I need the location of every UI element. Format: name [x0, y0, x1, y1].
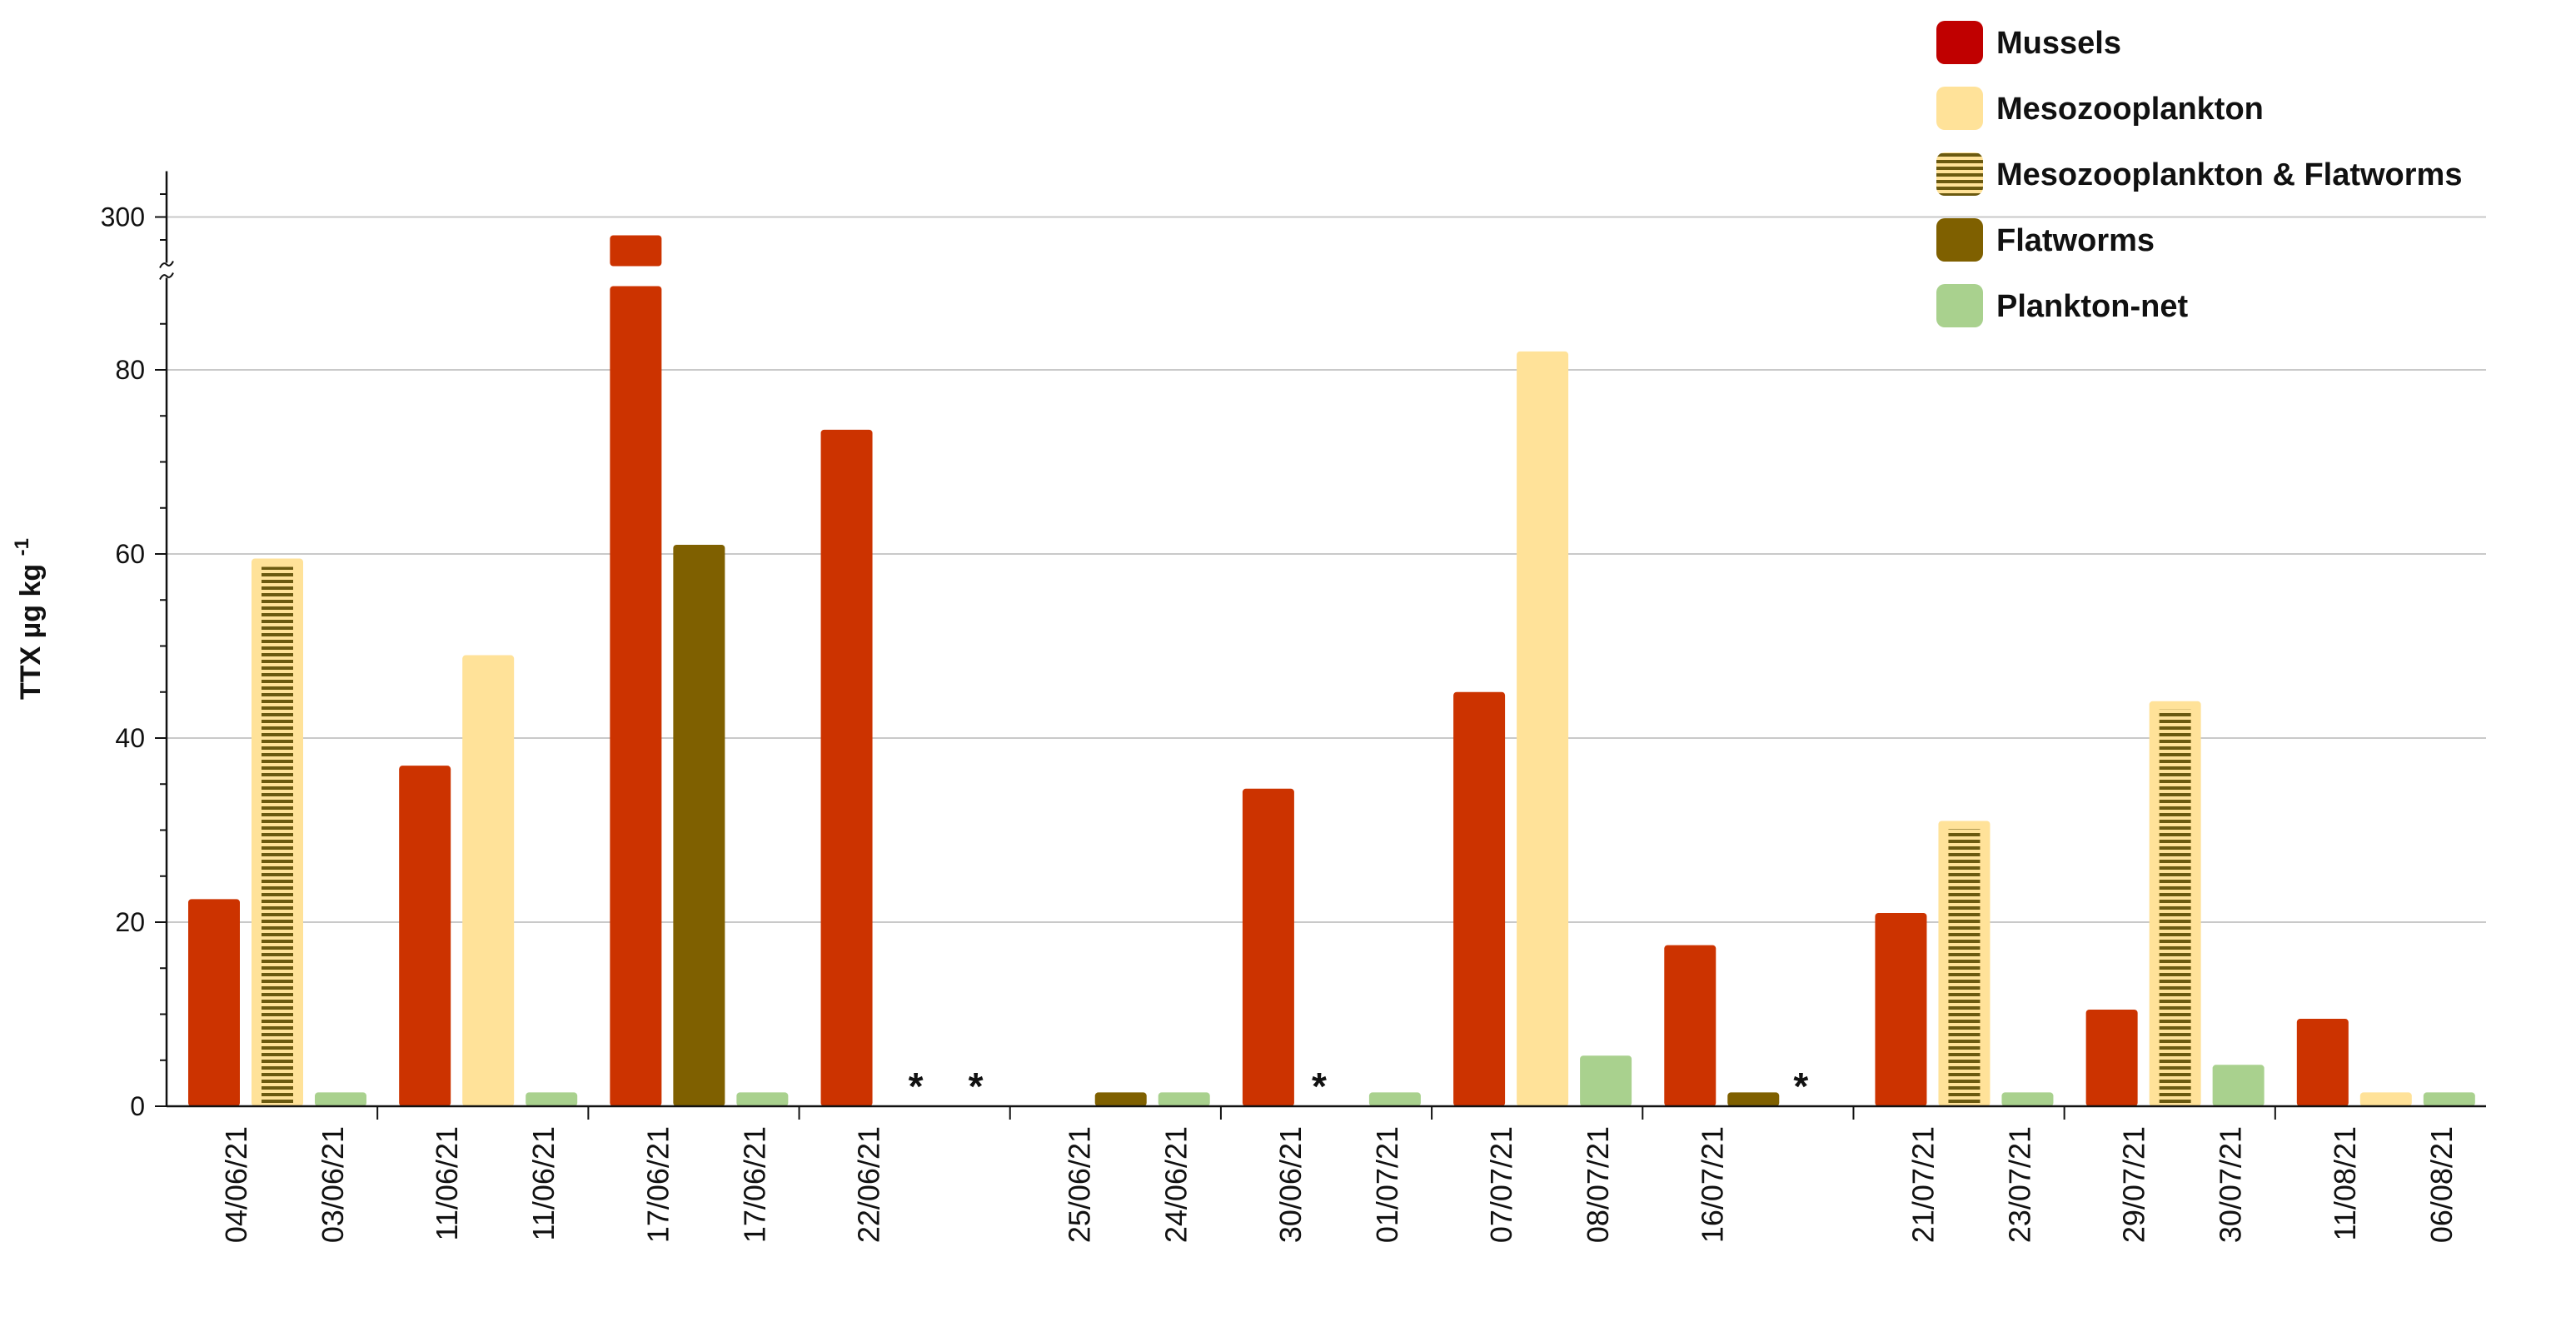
x-tick-label: 11/06/21: [430, 1126, 464, 1240]
y-axis-title-text: TTX µg kg: [15, 564, 47, 700]
x-tick-label: 21/07/21: [1906, 1126, 1940, 1243]
bar: [399, 766, 451, 1106]
axis-break-mark: [159, 272, 174, 280]
gridlines: [167, 216, 2486, 923]
missing-sample-asterisk: *: [1312, 1065, 1327, 1108]
legend-swatch: [1936, 152, 1983, 196]
bar-stripes: [2159, 709, 2191, 1106]
x-tick-label: 17/06/21: [737, 1126, 771, 1243]
x-tick-label: 24/06/21: [1159, 1126, 1193, 1243]
legend-swatch: [1936, 87, 1983, 130]
bar: [315, 1092, 366, 1106]
x-tick-label: 17/06/21: [640, 1126, 675, 1243]
bar: [2212, 1065, 2265, 1106]
legend-label: Mesozooplankton: [1996, 92, 2264, 127]
y-tick-label: 80: [115, 355, 145, 385]
axes: 0 20 40 60 80 300: [101, 171, 2486, 1121]
bar: [1580, 1055, 1632, 1106]
bar: [1727, 1092, 1780, 1106]
y-tick-label: 300: [101, 202, 145, 232]
x-tick-label: 03/06/21: [316, 1126, 350, 1243]
legend-label: Flatworms: [1996, 223, 2155, 258]
y-tick-label: 60: [115, 539, 145, 569]
x-tick-label: 23/07/21: [2002, 1126, 2036, 1243]
x-tick-label: 25/06/21: [1063, 1126, 1097, 1243]
bar: [610, 235, 662, 267]
x-tick-label: 04/06/21: [219, 1126, 253, 1243]
x-tick-label: 22/06/21: [852, 1126, 886, 1243]
bar: [2085, 1009, 2138, 1106]
bar: [1094, 1092, 1147, 1106]
bar: [2001, 1092, 2054, 1106]
y-axis-title: TTX µg kg -1: [11, 538, 47, 700]
x-tick-label: 30/06/21: [1273, 1126, 1308, 1243]
bar: [820, 429, 873, 1106]
missing-sample-asterisk: *: [909, 1065, 924, 1108]
y-tick-label: 20: [115, 907, 145, 937]
x-tick-labels: 04/06/21 03/06/21 11/06/21 11/06/21 17/06/21…: [219, 1126, 2459, 1243]
x-tick-label: 29/07/21: [2117, 1126, 2151, 1243]
bar: [610, 286, 662, 1106]
legend-label: Mussels: [1996, 26, 2121, 61]
x-tick-label: 06/08/21: [2424, 1126, 2459, 1243]
bar: [1664, 945, 1717, 1106]
x-tick-label: 01/07/21: [1370, 1126, 1404, 1243]
bar: [1517, 351, 1569, 1106]
y-axis-title-exponent: -1: [11, 538, 33, 556]
missing-sample-asterisk: *: [1793, 1065, 1808, 1108]
x-tick-label: 08/07/21: [1581, 1126, 1615, 1243]
axis-break-mark: [159, 261, 174, 268]
bar: [188, 899, 240, 1106]
bar: [526, 1092, 578, 1106]
legend-label: Mesozooplankton & Flatworms: [1996, 157, 2462, 192]
y-tick-label: 0: [130, 1091, 145, 1121]
legend: Mussels Mesozooplankton Mesozooplankton & …: [1936, 21, 2462, 327]
bar: [1368, 1092, 1421, 1106]
bar-stripes: [262, 566, 293, 1106]
bar: [2296, 1019, 2349, 1106]
bars: * * * *: [188, 235, 2475, 1108]
legend-swatch: [1936, 284, 1983, 327]
bar: [1158, 1092, 1210, 1106]
x-tick-label: 11/08/21: [2328, 1126, 2362, 1240]
bar: [736, 1092, 789, 1106]
bar: [673, 544, 725, 1106]
x-tick-label: 30/07/21: [2214, 1126, 2248, 1243]
bar-stripes: [1948, 829, 1981, 1106]
bar: [2359, 1092, 2412, 1106]
bar: [1453, 691, 1506, 1106]
bar: [2423, 1092, 2475, 1106]
x-tick-label: 16/07/21: [1695, 1126, 1729, 1243]
x-tick-label: 11/06/21: [526, 1126, 561, 1240]
bar: [462, 655, 515, 1106]
y-tick-label: 40: [115, 723, 145, 753]
bar: [1242, 788, 1294, 1106]
x-tick-label: 07/07/21: [1484, 1126, 1518, 1243]
legend-swatch: [1936, 218, 1983, 262]
legend-swatch: [1936, 21, 1983, 64]
legend-label: Plankton-net: [1996, 289, 2188, 324]
missing-sample-asterisk: *: [969, 1065, 984, 1108]
bar: [1875, 912, 1927, 1106]
